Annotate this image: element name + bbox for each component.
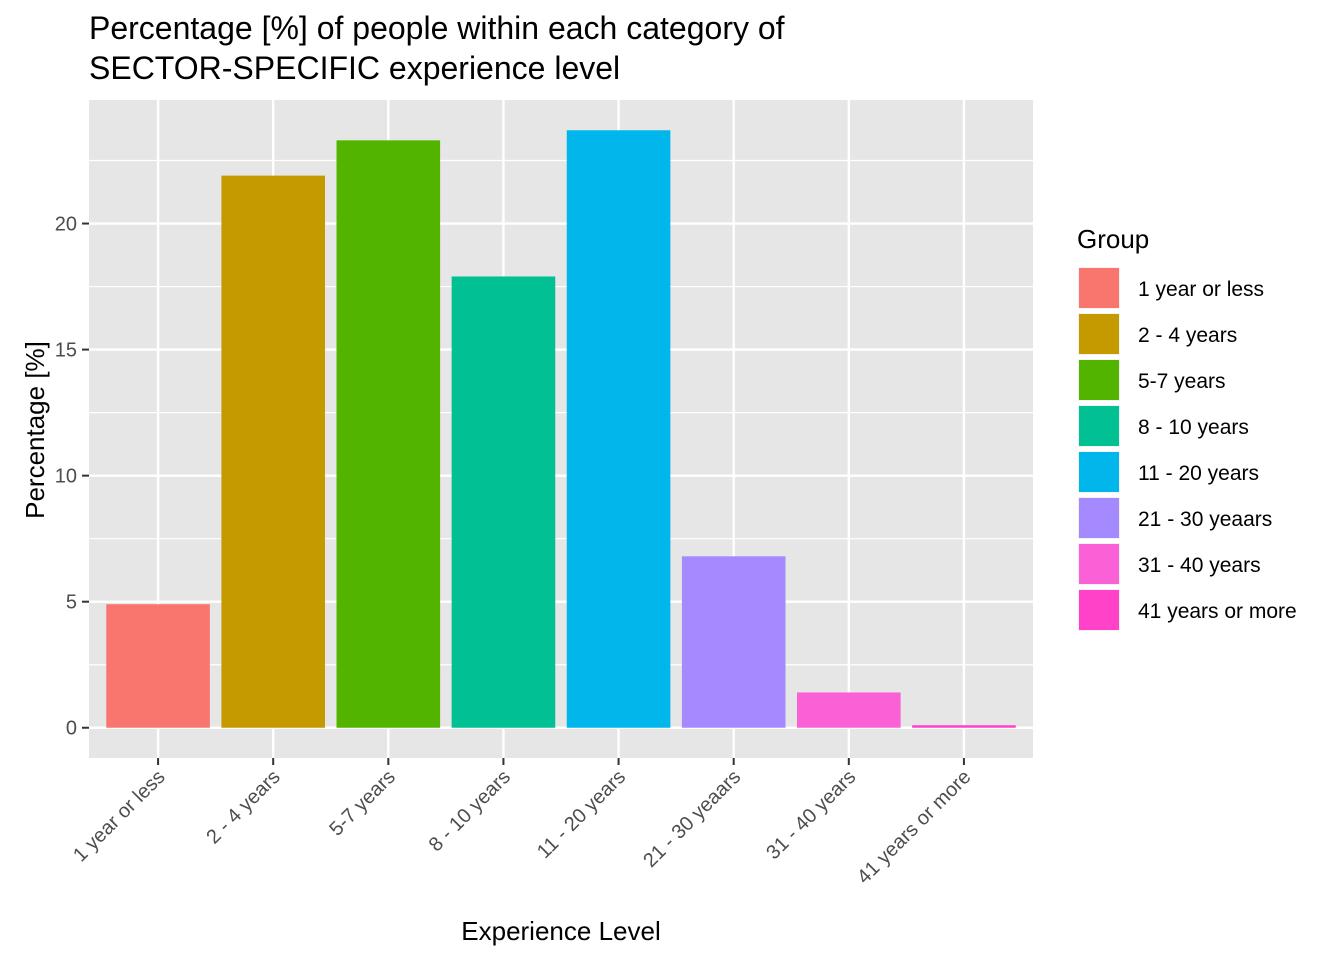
legend-swatch [1079, 452, 1119, 492]
x-tick-label: 31 - 40 years [762, 766, 860, 864]
legend-title: Group [1077, 224, 1149, 254]
bar [336, 140, 441, 728]
legend-label: 21 - 30 yeaars [1138, 508, 1272, 531]
y-tick-label: 0 [66, 718, 77, 740]
legend-swatch [1079, 590, 1119, 630]
legend-swatch [1079, 498, 1119, 538]
bar [451, 276, 556, 728]
legend-label: 1 year or less [1138, 278, 1264, 301]
chart-title-line-2: SECTOR-SPECIFIC experience level [89, 50, 621, 86]
legend-swatch [1079, 268, 1119, 308]
x-tick-label: 2 - 4 years [202, 766, 284, 848]
bar [106, 604, 210, 728]
bar [912, 725, 1016, 728]
chart-title-line-1: Percentage [%] of people within each cat… [89, 10, 785, 46]
legend-label: 5-7 years [1138, 370, 1226, 393]
x-tick-label: 8 - 10 years [425, 766, 515, 856]
x-tick-label: 1 year or less [69, 766, 169, 866]
legend-label: 11 - 20 years [1138, 462, 1259, 485]
legend-swatch [1079, 406, 1119, 446]
y-tick-label: 10 [55, 466, 77, 488]
bar [221, 175, 325, 728]
x-axis-label: Experience Level [461, 916, 660, 946]
y-tick-label: 20 [55, 214, 77, 236]
bar [797, 692, 901, 728]
bar [566, 130, 671, 728]
legend-label: 8 - 10 years [1138, 416, 1249, 439]
x-tick-label: 41 years or more [853, 766, 975, 888]
x-tick-label: 5-7 years [325, 766, 400, 841]
x-axis: 1 year or less 2 - 4 years 5-7 years 8 - 10… [69, 758, 975, 888]
y-tick-label: 5 [66, 592, 77, 614]
y-axis: 0 5 10 15 20 [55, 214, 89, 740]
legend-label: 31 - 40 years [1138, 554, 1261, 577]
y-axis-label: Percentage [%] [20, 341, 50, 519]
legend-swatch [1079, 544, 1119, 584]
x-tick-label: 21 - 30 yeaars [639, 766, 745, 872]
x-tick-label: 11 - 20 years [533, 766, 630, 863]
legend-swatch [1079, 314, 1119, 354]
y-tick-label: 15 [55, 340, 77, 362]
legend-label: 2 - 4 years [1138, 324, 1237, 347]
bar [681, 556, 786, 728]
legend-label: 41 years or more [1138, 600, 1297, 623]
legend-items: 1 year or less 2 - 4 years 5-7 years 8 - 10… [1078, 267, 1297, 631]
bars [106, 130, 1016, 728]
legend-swatch [1079, 360, 1119, 400]
legend: Group 1 year or less 2 - 4 years 5-7 years… [1077, 224, 1297, 631]
